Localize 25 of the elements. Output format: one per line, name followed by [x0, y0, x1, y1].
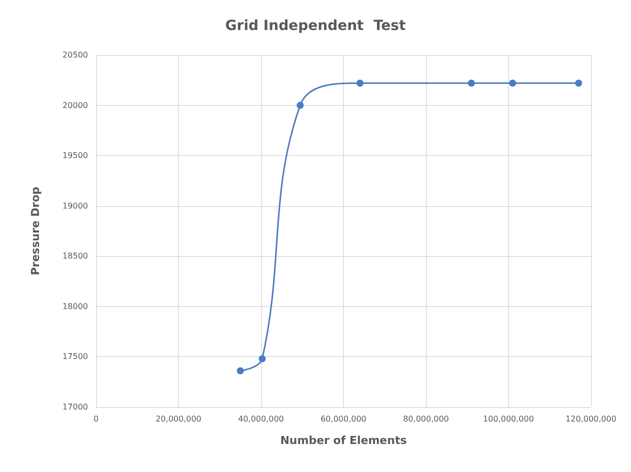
x-tick-label: 80,000,000	[403, 414, 449, 424]
x-tick-label: 100,000,000	[483, 414, 534, 424]
point	[356, 80, 364, 87]
y-tick-label: 18500	[62, 252, 88, 261]
y-tick-label: 20000	[62, 100, 88, 110]
y-tick-label: 17000	[62, 402, 88, 412]
chart-title: Grid Independent Test	[225, 18, 406, 34]
x-tick-label: 120,000,000	[566, 414, 616, 424]
y-tick-label: 17500	[62, 352, 88, 362]
x-tick-label: 20,000,000	[156, 414, 202, 424]
y-tick-label: 19500	[62, 151, 88, 160]
y-tick-label: 18000	[62, 302, 88, 311]
y-axis-title: Pressure Drop	[29, 186, 42, 276]
x-axis-title: Number of Elements	[280, 434, 408, 447]
point	[509, 80, 516, 87]
point	[575, 80, 582, 87]
point	[296, 102, 304, 109]
y-tick-label: 20500	[62, 50, 88, 60]
x-tick-label: 40,000,000	[238, 414, 284, 424]
point	[258, 355, 266, 362]
y-tick-label: 19000	[62, 201, 88, 210]
x-tick-label: 0	[93, 414, 99, 424]
point	[468, 80, 475, 87]
x-tick-label: 60,000,000	[320, 414, 366, 424]
point	[236, 367, 244, 374]
